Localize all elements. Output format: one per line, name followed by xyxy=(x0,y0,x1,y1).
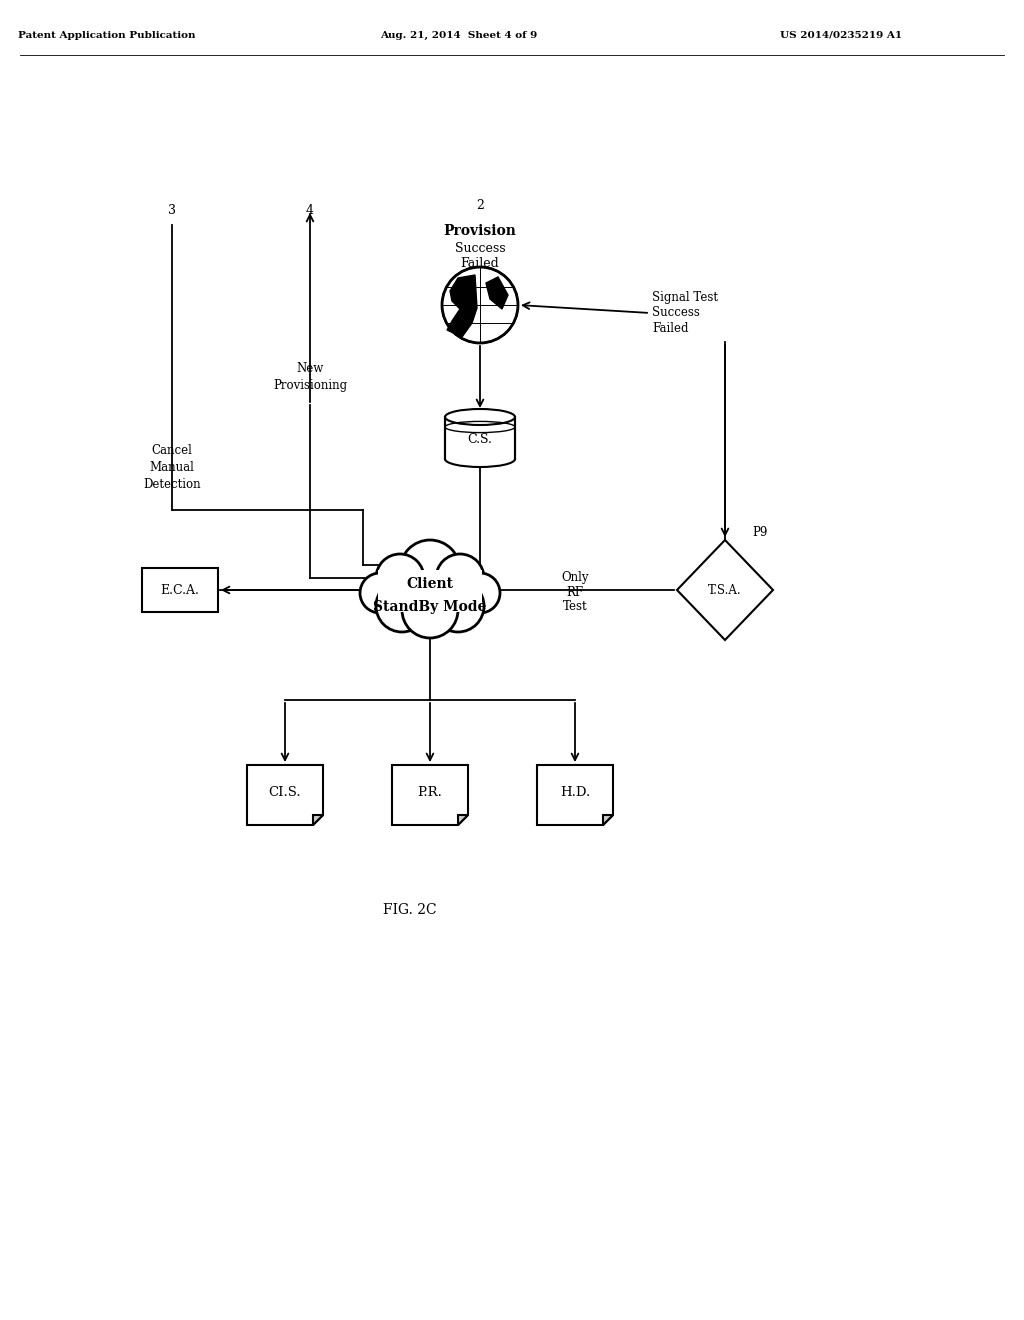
Text: Failed: Failed xyxy=(461,257,500,271)
Text: 2: 2 xyxy=(476,199,484,213)
Text: 3: 3 xyxy=(168,203,176,216)
Circle shape xyxy=(376,579,428,632)
Text: FIG. 2C: FIG. 2C xyxy=(383,903,437,917)
Polygon shape xyxy=(392,766,468,825)
Text: T.S.A.: T.S.A. xyxy=(709,583,741,597)
Text: Patent Application Publication: Patent Application Publication xyxy=(18,30,196,40)
Polygon shape xyxy=(677,540,773,640)
Circle shape xyxy=(376,554,424,602)
Ellipse shape xyxy=(445,451,515,467)
Text: StandBy Mode: StandBy Mode xyxy=(374,601,486,614)
Text: Provisioning: Provisioning xyxy=(273,379,347,392)
Polygon shape xyxy=(247,766,323,825)
Text: US 2014/0235219 A1: US 2014/0235219 A1 xyxy=(780,30,902,40)
Text: Test: Test xyxy=(562,601,588,614)
Circle shape xyxy=(460,573,500,612)
Text: Only: Only xyxy=(561,570,589,583)
Bar xyxy=(445,417,515,459)
Text: E.C.A.: E.C.A. xyxy=(161,583,200,597)
Text: Client: Client xyxy=(407,577,454,591)
Polygon shape xyxy=(486,277,508,309)
Text: Manual: Manual xyxy=(150,461,195,474)
Ellipse shape xyxy=(445,409,515,425)
Polygon shape xyxy=(537,766,613,825)
Text: P.R.: P.R. xyxy=(418,787,442,800)
Text: Success: Success xyxy=(652,306,699,319)
Text: Provision: Provision xyxy=(443,224,516,238)
FancyBboxPatch shape xyxy=(142,568,218,612)
Polygon shape xyxy=(458,814,468,825)
Text: Cancel: Cancel xyxy=(152,444,193,457)
Circle shape xyxy=(442,267,518,343)
Circle shape xyxy=(360,573,400,612)
Circle shape xyxy=(402,582,458,638)
Polygon shape xyxy=(313,814,323,825)
Text: New: New xyxy=(296,362,324,375)
Circle shape xyxy=(400,540,460,601)
Text: RF: RF xyxy=(566,586,584,598)
Polygon shape xyxy=(447,275,477,337)
Text: Detection: Detection xyxy=(143,478,201,491)
Text: Success: Success xyxy=(455,242,505,255)
Text: 4: 4 xyxy=(306,203,314,216)
Polygon shape xyxy=(603,814,613,825)
Text: Signal Test: Signal Test xyxy=(652,292,718,305)
FancyBboxPatch shape xyxy=(378,570,482,612)
Text: Aug. 21, 2014  Sheet 4 of 9: Aug. 21, 2014 Sheet 4 of 9 xyxy=(380,30,538,40)
Circle shape xyxy=(432,579,484,632)
Text: Failed: Failed xyxy=(652,322,688,334)
Text: C.S.: C.S. xyxy=(468,433,493,446)
Circle shape xyxy=(436,554,484,602)
Text: H.D.: H.D. xyxy=(560,787,590,800)
Text: CI.S.: CI.S. xyxy=(268,787,301,800)
Text: P9: P9 xyxy=(753,525,768,539)
